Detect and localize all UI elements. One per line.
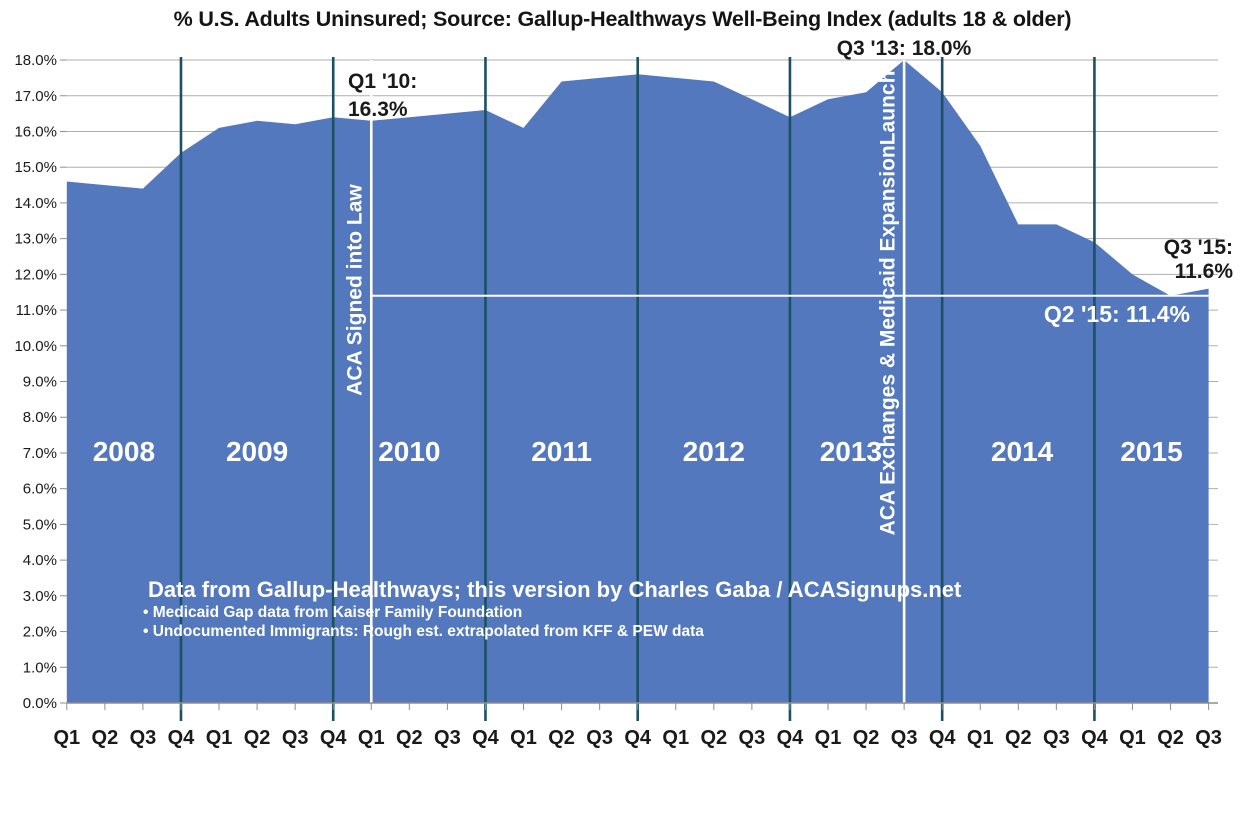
- x-axis-label: Q2: [92, 727, 119, 749]
- year-label: 2015: [1120, 436, 1182, 467]
- year-label: 2008: [93, 436, 155, 467]
- x-axis-label: Q2: [548, 727, 575, 749]
- y-axis-label: 7.0%: [23, 445, 57, 462]
- y-axis-label: 12.0%: [14, 266, 57, 283]
- reference-line-label: Q2 '15: 11.4%: [1044, 301, 1190, 327]
- year-label: 2009: [226, 436, 288, 467]
- x-axis-label: Q3: [1195, 727, 1222, 749]
- x-axis-label: Q4: [168, 727, 196, 749]
- chart-title: % U.S. Adults Uninsured; Source: Gallup-…: [173, 7, 1072, 31]
- year-label: 2010: [378, 436, 440, 467]
- x-axis-label: Q1: [206, 727, 233, 749]
- source-note: Data from Gallup-Healthways; this versio…: [148, 577, 962, 602]
- x-axis-label: Q1: [967, 727, 994, 749]
- source-note: • Undocumented Immigrants: Rough est. ex…: [143, 623, 704, 640]
- y-axis-label: 1.0%: [23, 659, 57, 676]
- y-axis-label: 3.0%: [23, 588, 57, 605]
- x-axis-label: Q3: [1043, 727, 1070, 749]
- x-axis-label: Q2: [396, 727, 423, 749]
- y-axis-label: 13.0%: [14, 231, 57, 248]
- source-note: • Medicaid Gap data from Kaiser Family F…: [143, 604, 522, 621]
- x-axis-label: Q1: [358, 727, 385, 749]
- x-axis-label: Q2: [244, 727, 271, 749]
- y-axis-label: 11.0%: [16, 302, 57, 319]
- y-axis-label: 8.0%: [23, 409, 57, 426]
- y-axis-label: 5.0%: [23, 516, 57, 533]
- x-axis-label: Q2: [1005, 727, 1032, 749]
- x-axis-label: Q4: [1081, 727, 1109, 749]
- y-axis-label: 10.0%: [14, 338, 57, 355]
- event-line-label: ACA Signed into Law: [344, 184, 367, 396]
- point-annotation: 16.3%: [348, 98, 408, 121]
- x-axis-label: Q3: [739, 727, 766, 749]
- year-label: 2012: [683, 436, 745, 467]
- x-axis-label: Q2: [700, 727, 727, 749]
- x-axis-label: Q1: [815, 727, 842, 749]
- x-axis-label: Q4: [929, 727, 957, 749]
- x-axis-label: Q3: [586, 727, 613, 749]
- x-axis-label: Q1: [53, 727, 80, 749]
- y-axis-label: 2.0%: [23, 624, 57, 641]
- y-axis-label: 14.0%: [14, 195, 57, 212]
- point-annotation: Q1 '10:: [348, 70, 417, 93]
- y-axis-label: 15.0%: [14, 159, 57, 176]
- x-axis-label: Q1: [662, 727, 689, 749]
- x-axis-label: Q3: [282, 727, 309, 749]
- x-axis-label: Q4: [777, 727, 805, 749]
- x-axis-label: Q4: [320, 727, 348, 749]
- year-label: 2014: [991, 436, 1054, 467]
- y-axis-label: 17.0%: [14, 88, 57, 105]
- x-axis-label: Q2: [853, 727, 880, 749]
- point-annotation: Q3 '15:: [1164, 236, 1233, 259]
- y-axis-label: 18.0%: [14, 52, 57, 69]
- x-axis-label: Q1: [510, 727, 537, 749]
- x-axis-label: Q3: [891, 727, 918, 749]
- x-axis-label: Q3: [434, 727, 461, 749]
- point-annotation: 11.6%: [1175, 260, 1234, 283]
- event-line-label: ACA Exchanges & Medicaid ExpansionLaunch: [877, 71, 900, 536]
- x-axis-label: Q3: [130, 727, 157, 749]
- year-label: 2013: [820, 436, 882, 467]
- x-axis-label: Q1: [1119, 727, 1146, 749]
- x-axis-label: Q2: [1157, 727, 1184, 749]
- y-axis-label: 6.0%: [23, 481, 57, 498]
- point-annotation: Q3 '13: 18.0%: [837, 37, 972, 60]
- y-axis-label: 9.0%: [23, 374, 57, 391]
- x-axis-label: Q4: [472, 727, 500, 749]
- y-axis-label: 4.0%: [23, 552, 57, 569]
- y-axis-label: 0.0%: [23, 695, 57, 712]
- x-axis-label: Q4: [624, 727, 652, 749]
- y-axis-label: 16.0%: [14, 123, 57, 140]
- year-label: 2011: [531, 436, 592, 467]
